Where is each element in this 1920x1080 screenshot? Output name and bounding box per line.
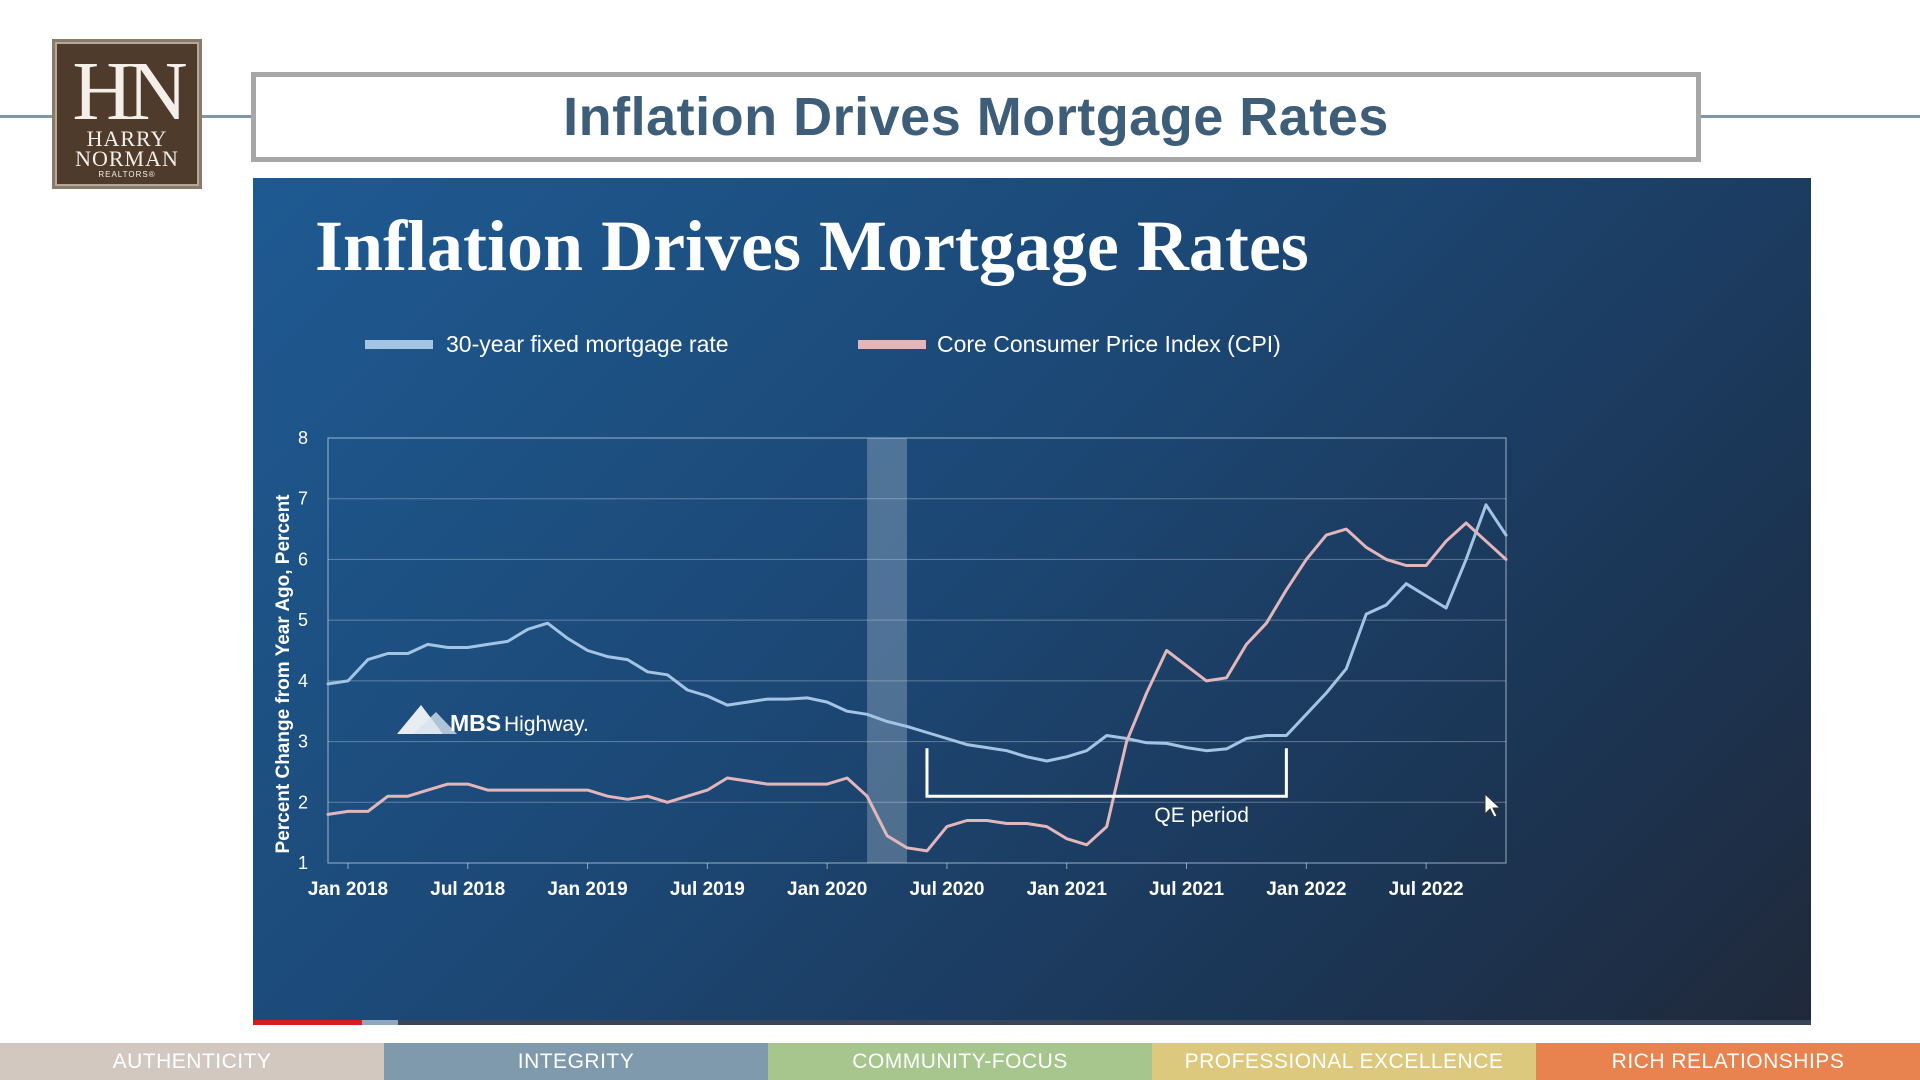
value-professional-excellence: PROFESSIONAL EXCELLENCE: [1152, 1043, 1536, 1080]
x-tick-label: Jul 2020: [909, 879, 984, 900]
chart-annotations: QE period: [925, 748, 1288, 827]
y-tick-label: 6: [298, 549, 308, 569]
x-tick-label: Jan 2021: [1027, 879, 1108, 900]
y-tick-label: 5: [298, 610, 308, 630]
series-line-mortgage-rate: [326, 503, 1508, 763]
harry-norman-logo: HN HARRY NORMAN REALTORS®: [52, 39, 202, 189]
y-axis-label: Percent Change from Year Ago, Percent: [273, 494, 294, 854]
mouse-cursor-icon: [1484, 792, 1502, 818]
chart-title: Inflation Drives Mortgage Rates: [315, 206, 1309, 286]
header-rule-right: [1701, 115, 1920, 118]
video-progress-buffered: [362, 1020, 398, 1025]
qe-period-bracket: [925, 748, 1288, 798]
mountain-icon-back: [413, 712, 457, 734]
logo-line-2: NORMAN: [75, 146, 179, 171]
logo-sub: REALTORS®: [98, 170, 156, 179]
plot-frame: [327, 437, 1507, 864]
x-tick-label: Jul 2021: [1149, 879, 1224, 900]
watermark-brand: MBS: [450, 710, 501, 736]
slide-title-box: Inflation Drives Mortgage Rates: [251, 72, 1701, 162]
mbs-highway-watermark: MBS Highway.: [397, 705, 589, 736]
value-integrity: INTEGRITY: [384, 1043, 768, 1080]
x-tick-label: Jul 2019: [670, 879, 745, 900]
y-tick-label: 3: [298, 732, 308, 752]
x-tick-label: Jan 2022: [1266, 879, 1346, 900]
value-authenticity: AUTHENTICITY: [0, 1043, 384, 1080]
value-community-focus: COMMUNITY-FOCUS: [768, 1043, 1152, 1080]
watermark-name: Highway.: [504, 713, 589, 736]
slide-title: Inflation Drives Mortgage Rates: [563, 87, 1389, 147]
chart-grid: [327, 437, 1507, 864]
value-rich-relationships: RICH RELATIONSHIPS: [1536, 1043, 1920, 1080]
x-tick-label: Jul 2018: [430, 879, 505, 900]
x-tick-label: Jan 2018: [308, 879, 388, 900]
legend-swatch-mortgage: [365, 340, 433, 349]
header-rule-middle: [202, 115, 251, 118]
video-player[interactable]: Inflation Drives Mortgage Rates 30-year …: [253, 178, 1811, 1023]
qe-period-label: QE period: [1154, 804, 1249, 827]
company-values-bar: AUTHENTICITY INTEGRITY COMMUNITY-FOCUS P…: [0, 1043, 1920, 1080]
video-progress-played: [253, 1020, 363, 1025]
x-tick-label: Jan 2019: [547, 879, 627, 900]
chart-axes: 1 2 3 4 5 6 7 8 Jan 2018 Jul 2018 Jan 2019 Jul 2019…: [298, 428, 1464, 900]
y-tick-label: 8: [298, 428, 308, 448]
y-tick-label: 4: [298, 671, 308, 691]
legend-label-mortgage: 30-year fixed mortgage rate: [446, 331, 729, 357]
chart-series: [326, 503, 1508, 853]
recession-shading: [867, 438, 908, 863]
chart: Inflation Drives Mortgage Rates 30-year …: [273, 206, 1508, 900]
y-tick-label: 1: [298, 853, 308, 873]
x-tick-label: Jan 2020: [787, 879, 867, 900]
legend-label-cpi: Core Consumer Price Index (CPI): [937, 331, 1281, 357]
logo-monogram: HN: [72, 45, 187, 138]
chart-shading: [867, 438, 908, 863]
legend-swatch-cpi: [858, 340, 926, 349]
y-tick-label: 7: [298, 489, 308, 509]
x-tick-label: Jul 2022: [1389, 879, 1464, 900]
header-rule-left: [0, 115, 52, 118]
y-tick-label: 2: [298, 792, 308, 812]
video-progress-bar[interactable]: [253, 1020, 1811, 1025]
series-line-core-cpi: [326, 521, 1508, 853]
logo-line-1: HARRY: [86, 126, 168, 151]
